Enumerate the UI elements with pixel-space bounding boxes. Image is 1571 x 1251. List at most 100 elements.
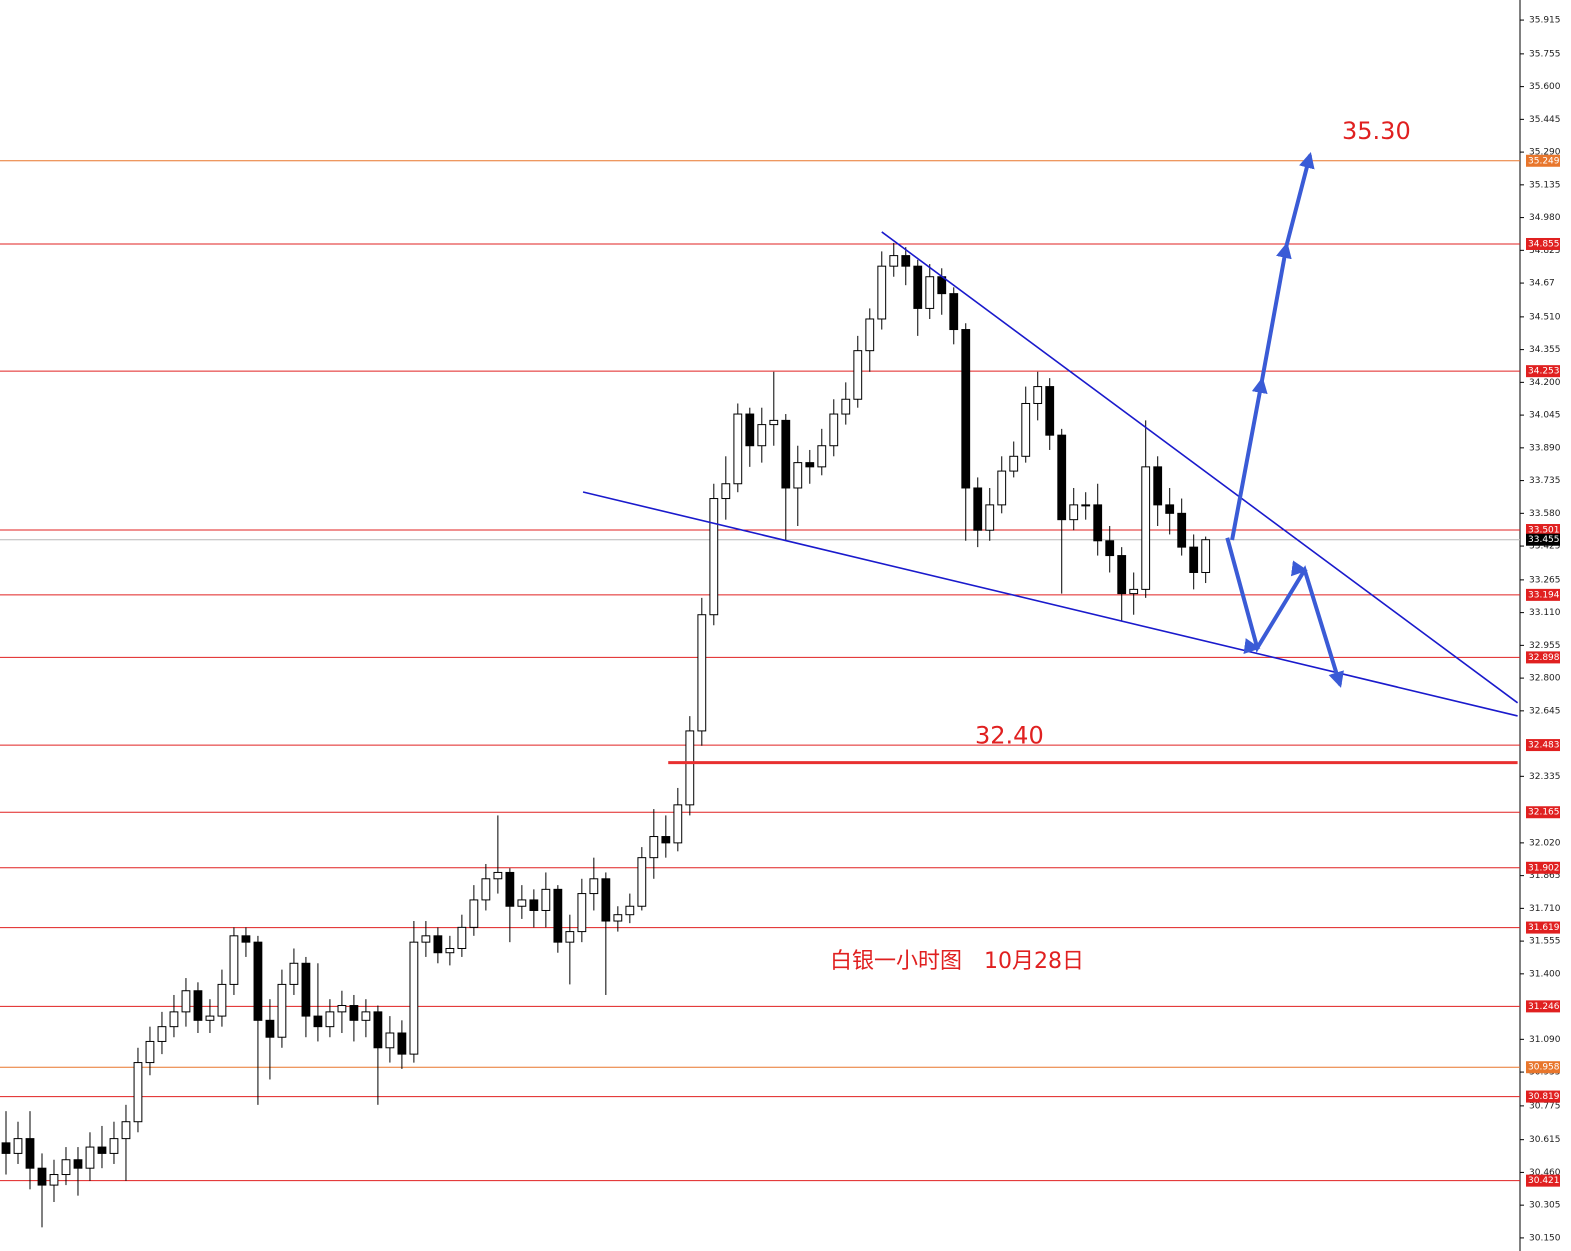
candle-body xyxy=(625,905,635,916)
candle-body xyxy=(829,413,839,447)
candle-body xyxy=(373,1011,383,1049)
candle-body xyxy=(721,483,731,500)
chart-note: 白银一小时图 10月28日 xyxy=(830,949,1084,974)
candle-body xyxy=(913,265,923,309)
y-tick-label: 35.600 xyxy=(1529,82,1561,92)
candle-body xyxy=(61,1159,71,1176)
candle-body xyxy=(121,1121,131,1140)
candle-body xyxy=(1117,555,1127,595)
y-tick-label: 32.955 xyxy=(1529,641,1561,651)
candle-body xyxy=(853,350,863,400)
candle-body xyxy=(109,1138,119,1154)
level-label-box xyxy=(1526,1090,1560,1103)
y-tick-label: 31.090 xyxy=(1529,1035,1561,1045)
candle-body xyxy=(709,498,719,616)
y-tick-label: 32.800 xyxy=(1529,674,1561,684)
level-label: 30.958 xyxy=(1528,1063,1560,1073)
candle-body xyxy=(1189,546,1199,573)
y-tick-label: 34.510 xyxy=(1529,312,1561,322)
level-label-box xyxy=(1526,739,1560,752)
candle-body xyxy=(1165,504,1175,514)
candle-body xyxy=(73,1159,83,1169)
candle-body xyxy=(889,255,899,267)
candle-body xyxy=(1033,386,1043,404)
candle-body xyxy=(445,947,455,954)
candle-body xyxy=(637,857,647,907)
candle-body xyxy=(85,1146,95,1169)
y-tick-label: 35.290 xyxy=(1529,148,1561,158)
y-tick-label: 31.865 xyxy=(1529,871,1561,881)
candle-body xyxy=(1009,455,1019,472)
candle-body xyxy=(481,878,491,901)
candle-body xyxy=(13,1138,23,1154)
candle-body xyxy=(1201,539,1211,573)
y-tick-label: 31.710 xyxy=(1529,904,1561,914)
candle-body xyxy=(469,899,479,928)
candle-body xyxy=(841,398,851,415)
support-label: 32.40 xyxy=(975,722,1044,750)
level-label: 31.246 xyxy=(1528,1002,1560,1012)
y-tick-label: 30.305 xyxy=(1529,1201,1561,1211)
y-tick-label: 30.775 xyxy=(1529,1101,1561,1111)
level-label: 34.253 xyxy=(1528,367,1560,377)
candle-body xyxy=(277,983,287,1038)
candle-body xyxy=(157,1026,167,1042)
level-label: 34.855 xyxy=(1528,239,1560,249)
level-label: 35.249 xyxy=(1528,156,1560,166)
level-label-box xyxy=(1526,588,1560,601)
candle-body xyxy=(229,935,239,985)
candle-body xyxy=(1153,466,1163,506)
candle-body xyxy=(301,962,311,1017)
candle-body xyxy=(1141,466,1151,590)
y-tick-label: 30.150 xyxy=(1529,1233,1561,1243)
level-label-box xyxy=(1526,1174,1560,1187)
candle-body xyxy=(793,462,803,489)
level-label-box xyxy=(1526,861,1560,874)
candle-body xyxy=(325,1011,335,1028)
level-label: 33.194 xyxy=(1528,590,1560,600)
candle-body xyxy=(1,1142,11,1154)
candle-body xyxy=(529,899,539,911)
level-label: 32.483 xyxy=(1528,741,1560,751)
level-label-box xyxy=(1526,1000,1560,1013)
candle-body xyxy=(193,990,203,1021)
candle-body xyxy=(493,871,503,880)
level-label-box xyxy=(1526,806,1560,819)
candle-body xyxy=(757,424,767,447)
y-tick-label: 33.425 xyxy=(1529,542,1561,552)
candle-body xyxy=(385,1032,395,1049)
level-label-box xyxy=(1526,154,1560,167)
y-tick-label: 30.460 xyxy=(1529,1168,1561,1178)
candle-body xyxy=(457,926,467,949)
candle-body xyxy=(565,931,575,943)
candle-body xyxy=(577,893,587,933)
candle-body xyxy=(145,1040,155,1064)
y-tick-label: 33.580 xyxy=(1529,509,1561,519)
candle-body xyxy=(1069,504,1079,521)
level-label: 30.421 xyxy=(1528,1176,1560,1186)
candle-body xyxy=(505,871,515,907)
candle-body xyxy=(781,419,791,489)
current-price-label: 33.455 xyxy=(1528,535,1560,545)
candle-body xyxy=(241,935,251,943)
candle-body xyxy=(25,1138,35,1169)
candle-body xyxy=(1129,588,1139,595)
y-tick-label: 34.980 xyxy=(1529,213,1561,223)
y-tick-label: 30.615 xyxy=(1529,1135,1561,1145)
candle-body xyxy=(817,445,827,468)
y-tick-label: 34.200 xyxy=(1529,378,1561,388)
candle-body xyxy=(433,935,443,954)
y-tick-label: 31.555 xyxy=(1529,937,1561,947)
y-tick-label: 34.67 xyxy=(1529,279,1555,289)
candle-body xyxy=(313,1015,323,1028)
candle-body xyxy=(181,990,191,1013)
y-tick-label: 33.890 xyxy=(1529,443,1561,453)
candle-body xyxy=(409,941,419,1055)
candle-body xyxy=(805,462,815,468)
candle-body xyxy=(1177,512,1187,548)
candle-body xyxy=(37,1167,47,1186)
candle-body xyxy=(517,899,527,907)
candle-body xyxy=(1081,504,1091,507)
